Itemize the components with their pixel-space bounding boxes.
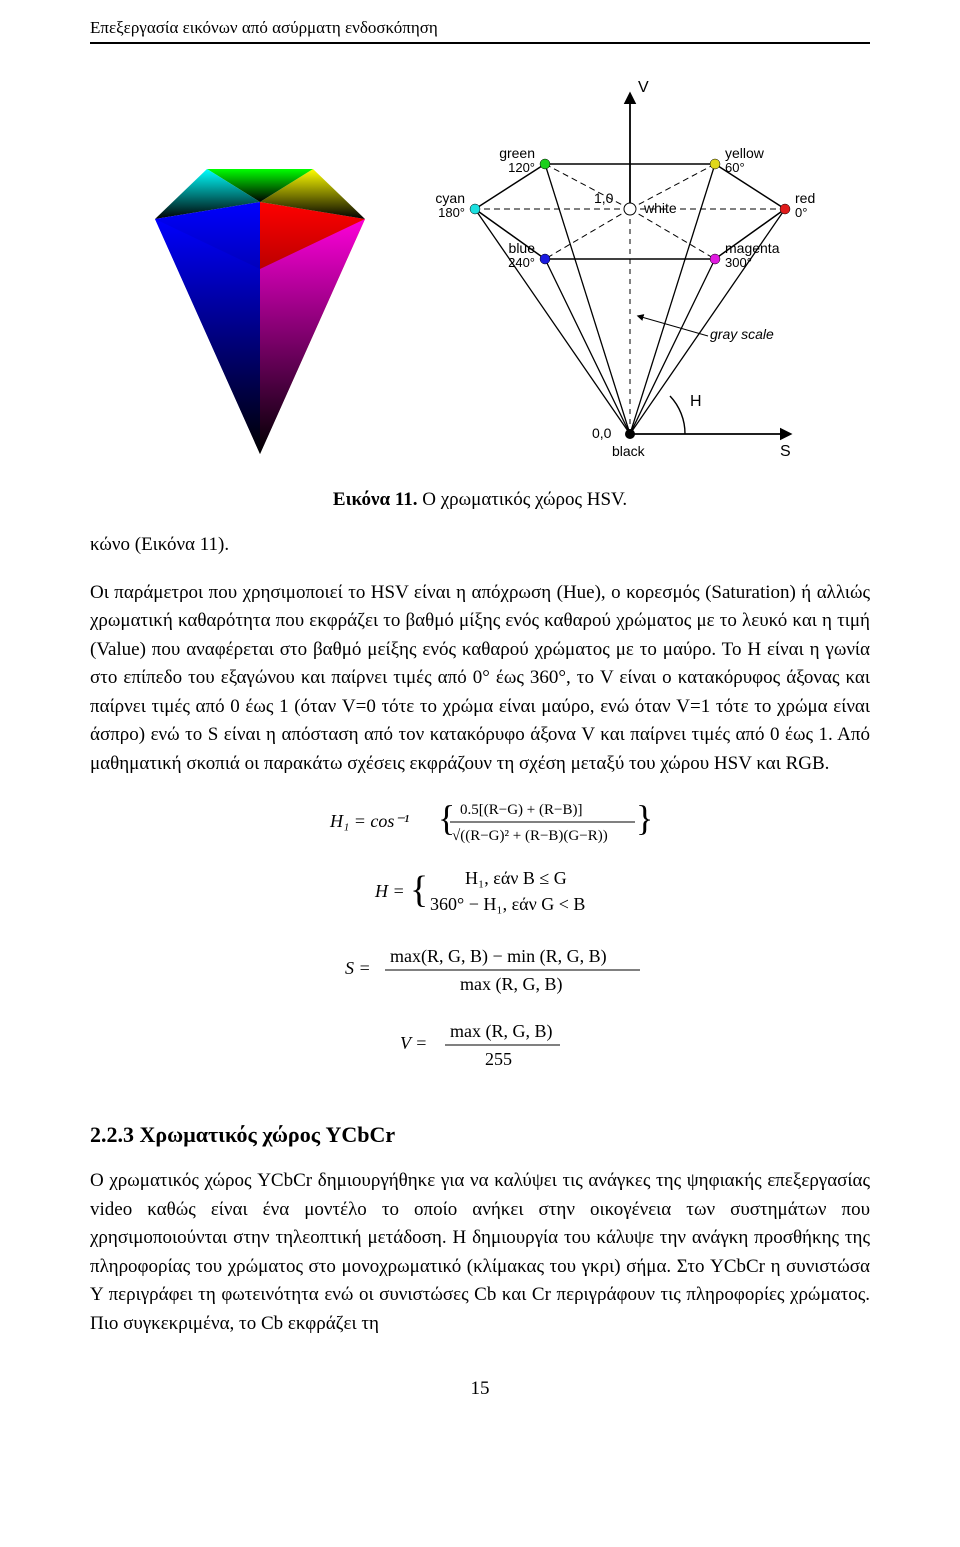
svg-text:magenta: magenta <box>725 240 780 256</box>
hsv-diamond-svg <box>145 144 375 464</box>
svg-text:120°: 120° <box>508 160 535 175</box>
eq-s-lhs: S = <box>345 958 371 978</box>
page-number: 15 <box>90 1378 870 1400</box>
svg-text:0,0: 0,0 <box>592 425 612 441</box>
svg-text:gray scale: gray scale <box>710 326 774 342</box>
hsv-diamond <box>145 144 375 469</box>
eq-h-lhs: H = <box>374 881 405 901</box>
svg-text:{: { <box>438 798 455 838</box>
svg-text:S: S <box>780 443 791 460</box>
subheading-ycbcr: 2.2.3 Χρωματικός χώρος YCbCr <box>90 1122 870 1148</box>
svg-text:yellow: yellow <box>725 145 765 161</box>
svg-text:}: } <box>636 798 653 838</box>
svg-text:black: black <box>612 443 646 459</box>
svg-text:blue: blue <box>509 240 536 256</box>
svg-text:0°: 0° <box>795 205 807 220</box>
svg-text:180°: 180° <box>438 205 465 220</box>
equations-svg: H₁ = cos⁻¹ 0.5[(R−G) + (R−B)] √((R−G)² +… <box>260 792 700 1092</box>
paragraph-0-text: κώνο (Εικόνα 11). <box>90 534 229 555</box>
paragraph-0: κώνο (Εικόνα 11). <box>90 531 870 560</box>
eq-h1-num: 0.5[(R−G) + (R−B)] <box>460 802 582 818</box>
svg-text:H: H <box>690 393 702 410</box>
paragraph-2-text: Ο χρωματικός χώρος YCbCr δημιουργήθηκε γ… <box>90 1170 870 1334</box>
svg-text:300°: 300° <box>725 255 752 270</box>
svg-text:green: green <box>499 145 535 161</box>
svg-text:{: { <box>410 869 428 911</box>
svg-text:V: V <box>638 79 649 96</box>
svg-text:white: white <box>643 200 677 216</box>
paragraph-1: Οι παράμετροι που χρησιμοποιεί το HSV εί… <box>90 579 870 779</box>
equations: H₁ = cos⁻¹ 0.5[(R−G) + (R−B)] √((R−G)² +… <box>90 792 870 1092</box>
eq-v-den: 255 <box>485 1049 512 1069</box>
eq-s-num: max(R, G, B) − min (R, G, B) <box>390 946 607 967</box>
figure-area: Vred 0° yellow 60° green 120° cyan 180° blue… <box>90 74 870 469</box>
eq-v-num: max (R, G, B) <box>450 1021 553 1042</box>
header-rule <box>90 42 870 44</box>
svg-text:red: red <box>795 190 815 206</box>
running-head: Επεξεργασία εικόνων από ασύρματη ενδοσκό… <box>90 18 870 38</box>
svg-text:60°: 60° <box>725 160 745 175</box>
eq-s-den: max (R, G, B) <box>460 974 563 995</box>
caption-prefix: Εικόνα 11. <box>333 489 422 510</box>
paragraph-2: Ο χρωματικός χώρος YCbCr δημιουργήθηκε γ… <box>90 1167 870 1338</box>
eq-h-case1: H₁, εάν B ≤ G <box>465 868 567 888</box>
paragraph-1-text: Οι παράμετροι που χρησιμοποιεί το HSV εί… <box>90 582 870 774</box>
figure-caption: Εικόνα 11. Ο χρωματικός χώρος HSV. <box>90 489 870 511</box>
svg-text:1,0: 1,0 <box>594 190 614 206</box>
eq-v-lhs: V = <box>400 1033 427 1053</box>
page: Επεξεργασία εικόνων από ασύρματη ενδοσκό… <box>0 0 960 1440</box>
svg-text:240°: 240° <box>508 255 535 270</box>
eq-h-case2: 360° − H₁, εάν G < B <box>430 894 585 914</box>
caption-text: Ο χρωματικός χώρος HSV. <box>422 489 627 510</box>
hsv-line-diagram-svg: Vred 0° yellow 60° green 120° cyan 180° blue… <box>405 74 815 464</box>
eq-h1-lhs: H₁ = cos⁻¹ <box>329 811 409 831</box>
hsv-line-diagram: Vred 0° yellow 60° green 120° cyan 180° blue… <box>405 74 815 469</box>
svg-text:cyan: cyan <box>435 190 465 206</box>
eq-h1-den: √((R−G)² + (R−B)(G−R)) <box>452 828 608 844</box>
